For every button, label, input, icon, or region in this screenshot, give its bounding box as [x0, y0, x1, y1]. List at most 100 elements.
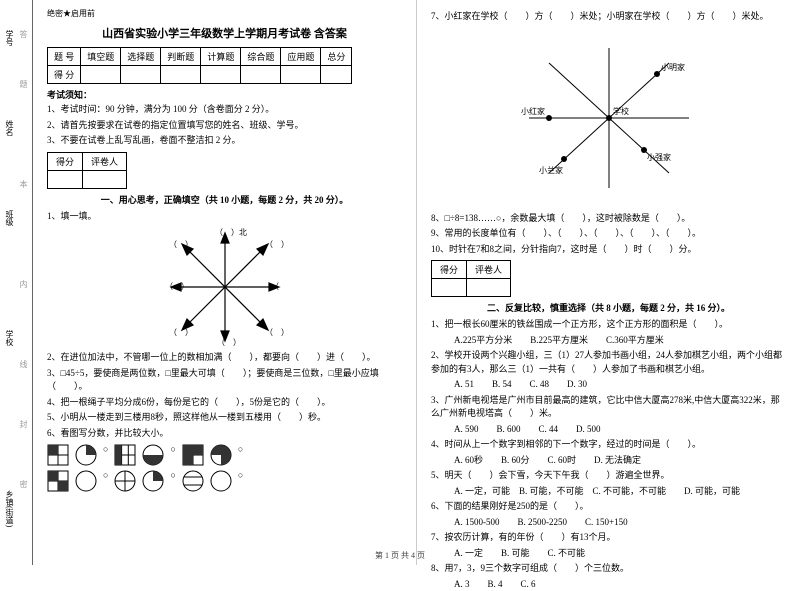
notice-heading: 考试须知：	[47, 88, 402, 101]
q1-10: 10、时针在7和8之间，分针指向7，这时是（ ）时（ ）分。	[431, 243, 786, 257]
bind-label: 班级	[4, 210, 15, 226]
circle-icon	[182, 470, 204, 492]
bind-label: 乡镇(街道)	[4, 490, 15, 527]
cell	[161, 66, 201, 84]
section-2-title: 二、反复比较，慎重选择（共 8 小题，每题 2 分，共 16 分）。	[431, 301, 786, 314]
svg-text:（ ）: （ ）	[165, 282, 189, 291]
circle-icon	[210, 470, 232, 492]
q1-6: 6、看图写分数，并比较大小。	[47, 427, 402, 441]
s2-q: 1、把一根长60厘米的铁丝围成一个正方形，这个正方形的面积是（ ）。	[431, 318, 786, 332]
cell: 评卷人	[467, 261, 511, 279]
s2-opt: A. 590 B. 600 C. 44 D. 500	[445, 423, 786, 437]
grade-table-2: 得分评卷人	[431, 260, 511, 297]
cell	[467, 279, 511, 297]
s2-q: 2、学校开设两个兴趣小组，三（1）27人参加书画小组，24人参加棋艺小组，两个小…	[431, 349, 786, 376]
star-label: 小兰家	[539, 165, 563, 175]
bind-label: 学号	[4, 30, 15, 46]
svg-text:（ ）: （ ）	[265, 240, 285, 249]
bind-label: 姓名	[4, 120, 15, 136]
cell: 计算题	[201, 48, 241, 66]
q1-5: 5、小明从一楼走到三楼用8秒，照这样他从一楼到五楼用（ ）秒。	[47, 411, 402, 425]
right-column: 7、小红家在学校（ ）方（ ）米处；小明家在学校（ ）方（ ）米处。 小明家 小…	[417, 0, 800, 565]
cell	[121, 66, 161, 84]
bind-dash: 密	[18, 480, 29, 492]
grid-icon	[47, 470, 69, 492]
cell	[81, 66, 121, 84]
q1-1: 1、填一填。	[47, 210, 402, 224]
svg-text:（ ）: （ ）	[271, 282, 285, 291]
star-label: 小红家	[521, 106, 545, 116]
grade-table: 得分评卷人	[47, 152, 127, 189]
star-label: 学校	[613, 106, 629, 116]
circle-icon	[142, 470, 164, 492]
s2-opt: A. 一定，可能 B. 可能，不可能 C. 不可能，不可能 D. 可能，可能	[445, 485, 786, 499]
notice-line: 3、不要在试卷上乱写乱画，卷面不整洁扣 2 分。	[47, 134, 402, 148]
grid-icon	[114, 444, 136, 466]
s2-q: 6、下面的结果刚好是250的是（ ）。	[431, 500, 786, 514]
bind-label: 学校	[4, 330, 15, 346]
cell	[241, 66, 281, 84]
cell: 判断题	[161, 48, 201, 66]
compare-icon: ○	[170, 470, 175, 492]
compass-n: （ ）北	[215, 228, 247, 237]
q1-2: 2、在进位加法中，不管哪一位上的数相加满（ ），都要向（ ）进（ ）。	[47, 351, 402, 365]
s2-q: 8、用7，3，9三个数字可组成（ ）个三位数。	[431, 562, 786, 576]
circle-icon	[210, 444, 232, 466]
compare-icon: ○	[103, 470, 108, 492]
s2-q: 4、时间从上一个数字到相邻的下一个数字，经过的时间是（ ）。	[431, 438, 786, 452]
q1-9: 9、常用的长度单位有（ ）、（ ）、（ ）、（ ）、（ ）。	[431, 227, 786, 241]
cell	[48, 170, 83, 188]
star-diagram: 小明家 小红家 学校 小兰家 小强家	[509, 28, 709, 208]
q1-8: 8、□÷8=138……○，余数最大填（ ），这时被除数是（ ）。	[431, 212, 786, 226]
cell: 评卷人	[83, 152, 127, 170]
notice-line: 1、考试时间：90 分钟，满分为 100 分（含卷面分 2 分）。	[47, 103, 402, 117]
compass-diagram: （ ）北 （ ）（ ） （ ）（ ） （ ）（ ） （ ）	[165, 227, 285, 347]
compare-icon: ○	[170, 444, 175, 466]
cell: 得 分	[48, 66, 81, 84]
bind-dash: 封	[18, 420, 29, 432]
s2-q: 5、明天（ ）会下雪，今天下午我（ ）游遍全世界。	[431, 469, 786, 483]
s2-q: 3、广州新电视塔是广州市目前最高的建筑，它比中信大厦高278米,中信大厦高322…	[431, 394, 786, 421]
score-table: 题 号 填空题 选择题 判断题 计算题 综合题 应用题 总分 得 分	[47, 47, 352, 84]
binding-column: 学号 姓名 班级 学校 乡镇(街道) 答 题 本 内 线 封 密	[0, 0, 33, 565]
bind-dash: 内	[18, 280, 29, 292]
cell: 综合题	[241, 48, 281, 66]
bind-dash: 线	[18, 360, 29, 372]
compare-icon: ○	[238, 470, 243, 492]
fraction-icons: ○ ○ ○	[47, 444, 402, 466]
fraction-icons-row2: ○ ○ ○	[47, 470, 402, 492]
q1-7: 7、小红家在学校（ ）方（ ）米处；小明家在学校（ ）方（ ）米处。	[431, 10, 786, 24]
cell: 得分	[432, 261, 467, 279]
cell: 题 号	[48, 48, 81, 66]
s2-opt: A.225平方分米 B.225平方厘米 C.360平方厘米	[445, 334, 786, 348]
svg-text:（ ）: （ ）	[169, 240, 193, 249]
star-label: 小强家	[647, 152, 671, 162]
s2-opt: A. 1500-500 B. 2500-2250 C. 150+150	[445, 516, 786, 530]
s2-opt: A. 51 B. 54 C. 48 D. 30	[445, 378, 786, 392]
cell: 填空题	[81, 48, 121, 66]
circle-icon	[114, 470, 136, 492]
circle-icon	[75, 470, 97, 492]
section-1-title: 一、用心思考，正确填空（共 10 小题，每题 2 分，共 20 分）。	[47, 193, 402, 206]
compare-icon: ○	[103, 444, 108, 466]
page-footer: 第 1 页 共 4 页	[0, 550, 800, 561]
secret-header: 绝密★启用前	[47, 8, 402, 19]
bind-dash: 题	[18, 80, 29, 92]
s2-opt: A. 3 B. 4 C. 6	[445, 578, 786, 591]
bind-dash: 本	[18, 180, 29, 192]
bind-dash: 答	[18, 30, 29, 42]
svg-text:（ ）: （ ）	[265, 328, 285, 337]
table-row: 得 分	[48, 66, 352, 84]
circle-icon	[142, 444, 164, 466]
notice-line: 2、请首先按要求在试卷的指定位置填写您的姓名、班级、学号。	[47, 119, 402, 133]
svg-text:（ ）: （ ）	[217, 338, 241, 347]
grid-icon	[182, 444, 204, 466]
table-row: 题 号 填空题 选择题 判断题 计算题 综合题 应用题 总分	[48, 48, 352, 66]
cell	[83, 170, 127, 188]
compare-icon: ○	[238, 444, 243, 466]
exam-page: 学号 姓名 班级 学校 乡镇(街道) 答 题 本 内 线 封 密 绝密★启用前 …	[0, 0, 800, 565]
cell	[201, 66, 241, 84]
s2-q: 7、按农历计算，有的年份（ ）有13个月。	[431, 531, 786, 545]
cell: 总分	[321, 48, 352, 66]
cell	[321, 66, 352, 84]
